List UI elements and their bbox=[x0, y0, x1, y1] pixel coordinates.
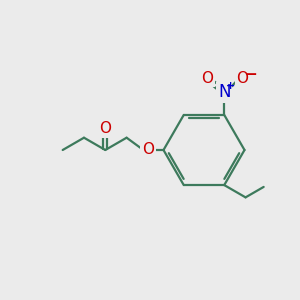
Text: O: O bbox=[99, 121, 111, 136]
Text: O: O bbox=[236, 70, 248, 86]
Text: +: + bbox=[226, 81, 235, 91]
Text: N: N bbox=[218, 83, 230, 101]
Text: O: O bbox=[142, 142, 154, 158]
Text: O: O bbox=[201, 70, 213, 86]
Text: −: − bbox=[244, 67, 257, 82]
